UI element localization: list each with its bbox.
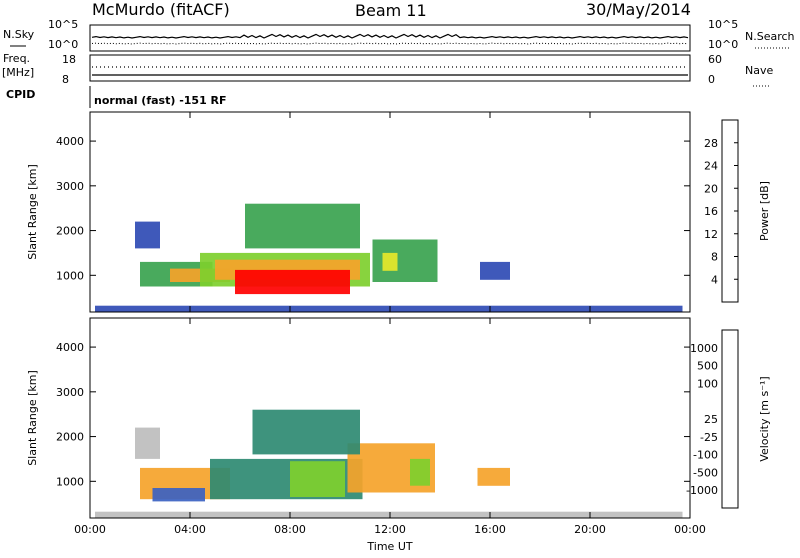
colorbar-tick-label: 4 [711, 273, 718, 286]
date-title: 30/May/2014 [586, 0, 691, 19]
sky-top-tick: 10^5 [48, 18, 78, 31]
colorbar-tick-label: 24 [704, 160, 718, 173]
y-axis-label: Slant Range [km] [26, 370, 39, 466]
y-tick-label: 3000 [56, 180, 84, 193]
colorbar-tick-label: 28 [704, 137, 718, 150]
search-bottom-tick: 10^0 [708, 38, 738, 51]
colorbar-tick-label: -500 [693, 466, 718, 479]
search-top-tick: 10^5 [708, 18, 738, 31]
x-tick-label: 12:00 [374, 523, 406, 536]
nave-label: Nave [745, 64, 773, 77]
data-region-5 [410, 458, 430, 486]
data-region-6 [135, 427, 160, 459]
freq-nave-box [89, 54, 691, 82]
y-tick-label: 2000 [56, 431, 84, 444]
colorbar-tick-label: 20 [704, 182, 718, 195]
colorbar-tick-label: -25 [700, 431, 718, 444]
nsearch-label: N.Search [745, 30, 795, 43]
nsky-label: N.Sky [3, 28, 35, 41]
freq-bottom-tick: 8 [62, 73, 69, 86]
velocity-panel: 1000 2000 3000 4000 00:00 04:00 08:00 12:00 16:0… [26, 317, 771, 536]
data-region-8 [245, 203, 360, 249]
data-region-7 [252, 409, 360, 455]
colorbar-tick-label: -100 [693, 449, 718, 462]
y-axis-label: Slant Range [km] [26, 164, 39, 260]
x-tick-label: 04:00 [174, 523, 206, 536]
colorbar-frame [721, 329, 739, 509]
x-tick-label: 00:00 [74, 523, 106, 536]
nsearch-trace [91, 42, 689, 45]
colorbar-tick-label: 8 [711, 251, 718, 264]
beam-title: Beam 11 [355, 1, 427, 20]
colorbar-tick-label: 16 [704, 205, 718, 218]
y-tick-label: 4000 [56, 135, 84, 148]
freq-unit-label: [MHz] [2, 66, 34, 79]
colorbar-tick-label: 1000 [690, 342, 718, 355]
freq-top-tick: 18 [62, 53, 76, 66]
data-region-10 [95, 305, 683, 312]
x-tick-label: 16:00 [474, 523, 506, 536]
sky-search-box [89, 24, 691, 52]
data-region-9 [95, 511, 683, 518]
station-title: McMurdo (fitACF) [92, 0, 230, 19]
data-region-6 [382, 252, 398, 271]
x-tick-label: 08:00 [274, 523, 306, 536]
data-region-7 [135, 221, 160, 249]
colorbar-label: Power [dB] [758, 181, 771, 241]
data-region-3 [290, 461, 345, 497]
colorbar-tick-label: 100 [697, 377, 718, 390]
x-tick-label: 00:00 [674, 523, 706, 536]
nsky-trace [91, 33, 689, 39]
data-region-9 [480, 261, 510, 280]
y-tick-label: 1000 [56, 269, 84, 282]
status-panel: N.Sky 10^5 10^0 10^5 10^0 N.Search Freq.… [2, 18, 795, 108]
colorbar-tick-label: 12 [704, 228, 718, 241]
colorbar-label: Velocity [m s⁻¹] [758, 376, 771, 461]
nave-top-tick: 60 [708, 53, 722, 66]
cpid-label: CPID [6, 88, 35, 101]
x-tick-label: 20:00 [574, 523, 606, 536]
data-region-5 [372, 239, 438, 282]
colorbar-tick-label: 500 [697, 360, 718, 373]
y-tick-label: 3000 [56, 386, 84, 399]
nave-bottom-tick: 0 [708, 73, 715, 86]
data-region-4 [235, 269, 350, 295]
x-axis-label: Time UT [366, 540, 412, 553]
data-region-1 [152, 488, 205, 502]
colorbar-tick-label: 25 [704, 413, 718, 426]
y-tick-label: 2000 [56, 225, 84, 238]
freq-label: Freq. [3, 52, 30, 65]
y-tick-label: 4000 [56, 341, 84, 354]
sky-bottom-tick: 10^0 [48, 38, 78, 51]
y-tick-label: 1000 [56, 475, 84, 488]
power-panel: 1000 2000 3000 4000 Slant Range [km] 4 8 12 16 20… [26, 111, 771, 313]
colorbar-tick-label: -1000 [686, 484, 718, 497]
cpid-text: normal (fast) -151 RF [94, 94, 227, 107]
data-region-8 [477, 467, 510, 486]
